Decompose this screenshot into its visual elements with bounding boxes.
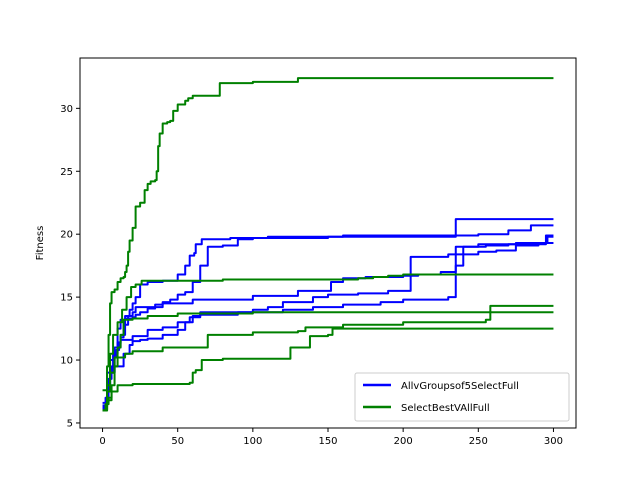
y-tick-label: 30	[60, 104, 73, 115]
x-tick-label: 0	[99, 436, 105, 447]
legend-box	[354, 372, 570, 422]
x-tick-label: 250	[469, 436, 488, 447]
series-line-9	[102, 327, 554, 412]
legend-label-1: SelectBestVAllFull	[401, 403, 490, 414]
x-axis: 0 50 100 150 200 250 300	[99, 428, 563, 447]
x-tick-label: 100	[243, 436, 262, 447]
y-axis-label: Fitness	[35, 226, 46, 261]
y-tick-label: 20	[60, 230, 73, 241]
y-tick-label: 5	[67, 418, 73, 429]
series-line-2	[102, 234, 554, 404]
x-tick-label: 300	[544, 436, 563, 447]
y-axis: 5 10 15 20 25 30	[60, 104, 80, 429]
y-tick-label: 15	[60, 293, 73, 304]
series-line-6	[102, 273, 554, 412]
y-tick-label: 25	[60, 167, 73, 178]
series-line-8	[102, 311, 554, 412]
x-tick-label: 200	[394, 436, 413, 447]
legend: AllvGroupsof5SelectFull SelectBestVAllFu…	[354, 372, 570, 422]
series-line-5	[102, 77, 554, 392]
x-tick-label: 150	[318, 436, 337, 447]
y-tick-label: 10	[60, 356, 73, 367]
x-tick-label: 50	[171, 436, 184, 447]
series-layer	[102, 77, 554, 412]
legend-label-0: AllvGroupsof5SelectFull	[401, 381, 519, 392]
